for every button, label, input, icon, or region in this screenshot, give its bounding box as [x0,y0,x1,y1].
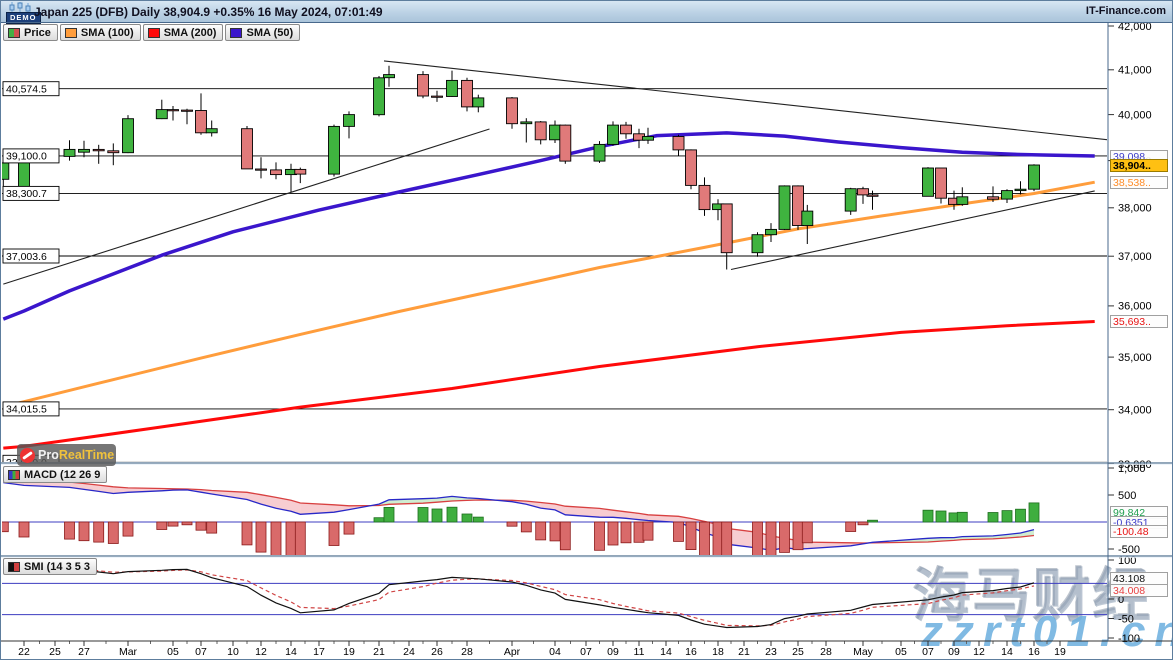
macd-signal-line [3,478,1035,544]
svg-text:05: 05 [167,646,179,658]
svg-text:May: May [853,646,874,658]
svg-text:40,000: 40,000 [1118,109,1152,121]
svg-text:22: 22 [18,646,30,658]
svg-text:04: 04 [549,646,561,658]
price-panel: 40,574.5 39,100.0 38,300.7 37,003.6 34,015.5… [2,60,1107,462]
svg-text:25: 25 [792,646,804,658]
svg-text:27: 27 [78,646,90,658]
svg-text:25: 25 [49,646,61,658]
brand-label: IT-Finance.com [1085,5,1166,17]
macd-legend-row: MACD (12 26 9 [3,466,108,483]
svg-text:19: 19 [343,646,355,658]
legend-price-button[interactable]: Price [3,24,58,41]
svg-text:11: 11 [634,646,645,658]
svg-text:38,300.7: 38,300.7 [6,188,47,200]
macd-histogram [2,502,1040,555]
svg-text:21: 21 [373,646,385,658]
legend-macd-button[interactable]: MACD (12 26 9 [3,466,108,483]
time-axis: 22 25 27 Mar 05 07 10 12 14 17 19 21 24 26 28 Apr 04 07 09… [18,641,1066,658]
svg-text:Apr: Apr [504,646,521,658]
svg-text:05: 05 [895,646,907,658]
smi-signal-value: 34.008 [1110,584,1168,598]
sma50-line [2,131,1095,321]
app-logo-icon [9,2,31,13]
macd-series-icon [8,469,20,480]
sma100-line [2,180,1095,408]
legend-sma100-button[interactable]: SMA (100) [59,24,141,41]
smi-signal-line [3,567,1035,627]
title-bar: DEMO Japan 225 (DFB) Daily 38,904.9 +0.3… [1,1,1172,24]
svg-text:16: 16 [685,646,697,658]
svg-text:26: 26 [431,646,443,658]
svg-text:09: 09 [607,646,619,658]
chart-title: Japan 225 (DFB) Daily 38,904.9 +0.35% 16… [34,5,383,19]
svg-text:35,000: 35,000 [1118,352,1152,364]
macd-line [3,481,1035,551]
svg-text:17: 17 [313,646,325,658]
legend-sma50-label: SMA (50) [246,26,294,39]
watermark-prorealtime: Pro RealTime [17,444,116,466]
svg-text:21: 21 [738,646,750,658]
svg-text:14: 14 [660,646,672,658]
legend-macd-label: MACD (12 26 9 [24,468,101,481]
legend-sma100-label: SMA (100) [80,26,134,39]
label-last-price: 38,904.. [1110,158,1168,172]
smi-value: 43.108 [1110,571,1168,585]
sma100-series-icon [64,27,77,38]
price-legend-row: Price SMA (100) SMA (200) SMA (50) [3,24,301,41]
price-axis: 42,00041,00040,00039,00038,00037,00036,0… [1108,21,1152,471]
svg-text:12: 12 [255,646,267,658]
sma200-series-icon [147,27,160,38]
candles-layer [2,65,1040,270]
legend-sma200-button[interactable]: SMA (200) [142,24,224,41]
svg-text:40,574.5: 40,574.5 [6,84,47,96]
sma200-line [3,320,1095,450]
label-sma200-value: 35,693.. [1110,315,1168,328]
svg-text:Mar: Mar [119,646,138,658]
svg-text:18: 18 [712,646,724,658]
demo-badge: DEMO [6,12,41,24]
svg-text:36,000: 36,000 [1118,301,1152,313]
svg-text:07: 07 [195,646,207,658]
svg-text:23: 23 [765,646,777,658]
svg-text:28: 28 [820,646,832,658]
svg-text:10: 10 [227,646,239,658]
sma50-series-icon [230,27,243,38]
svg-text:24: 24 [403,646,415,658]
svg-text:28: 28 [461,646,473,658]
legend-price-label: Price [24,26,51,39]
legend-sma50-button[interactable]: SMA (50) [225,24,301,41]
legend-smi-label: SMI (14 3 5 3 [24,560,91,573]
svg-text:37,003.6: 37,003.6 [6,251,47,263]
smi-line [3,567,1035,629]
svg-text:39,100.0: 39,100.0 [6,151,47,163]
prorealtime-logo-icon [20,447,35,463]
trendline [3,128,490,285]
legend-sma200-label: SMA (200) [163,26,217,39]
svg-text:34,015.5: 34,015.5 [6,404,47,416]
svg-text:34,000: 34,000 [1118,405,1152,417]
svg-text:33,000: 33,000 [1118,459,1152,471]
trendline [730,190,1095,271]
smi-legend-row: SMI (14 3 5 3 [3,558,98,575]
trendline [383,60,1107,141]
smi-series-icon [8,561,20,572]
watermark-cn-site: zzrt01.cn [921,607,1173,656]
macd-signal-value: -100.48 [1110,524,1168,538]
svg-text:37,000: 37,000 [1118,251,1152,263]
svg-text:1,000: 1,000 [1118,463,1146,475]
svg-text:07: 07 [580,646,592,658]
price-series-icon [8,27,20,38]
legend-smi-button[interactable]: SMI (14 3 5 3 [3,558,98,575]
svg-text:41,000: 41,000 [1118,65,1152,77]
svg-text:500: 500 [1118,490,1136,502]
label-sma100-value: 38,538.. [1110,175,1168,189]
svg-text:14: 14 [285,646,297,658]
svg-text:38,000: 38,000 [1118,203,1152,215]
